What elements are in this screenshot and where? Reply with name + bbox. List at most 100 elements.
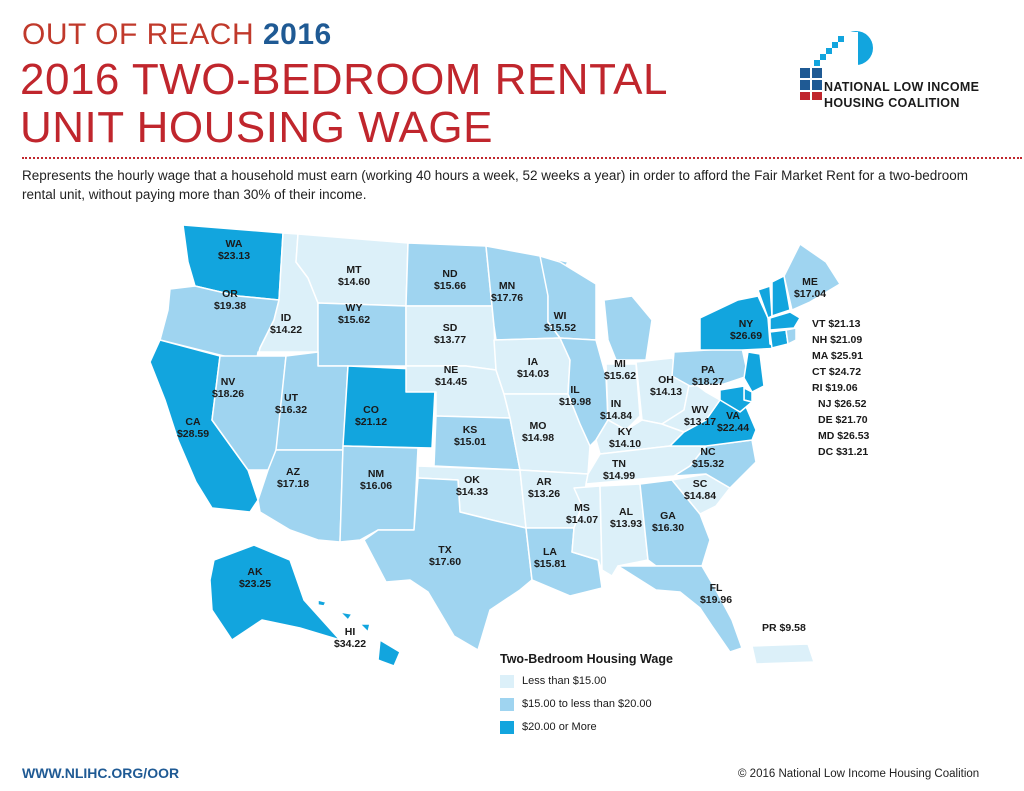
state-label-ak: AK $23.25 (231, 566, 279, 590)
kicker-title: OUT OF REACH 2016 (22, 18, 332, 51)
state-ma (769, 311, 801, 331)
legend-swatch-mid (500, 697, 514, 711)
state-code: MN (498, 280, 516, 292)
state-label-ia: IA $14.03 (509, 356, 557, 380)
state-code: SD (442, 322, 458, 334)
state-code: NC (700, 446, 716, 458)
state-wage: $22.44 (716, 422, 750, 434)
side-label-ma: MA $25.91 (812, 350, 863, 362)
state-wage: $15.62 (337, 314, 371, 326)
state-code: ND (442, 268, 458, 280)
state-nh (771, 275, 791, 317)
state-wage: $14.33 (455, 486, 489, 498)
state-label-fl: FL $19.96 (692, 582, 740, 606)
state-ri (785, 327, 797, 345)
state-wage: $15.01 (453, 436, 487, 448)
title-line-2: UNIT HOUSING WAGE (20, 103, 493, 152)
state-ct (769, 329, 789, 349)
state-pr (751, 643, 815, 665)
state-label-pa: PA $18.27 (684, 364, 732, 388)
state-wage: $13.93 (609, 518, 643, 530)
state-wage: $14.99 (602, 470, 636, 482)
state-code: MS (574, 502, 590, 514)
state-wage: $15.32 (691, 458, 725, 470)
state-code: WI (553, 310, 567, 322)
state-label-mi: MI $15.62 (596, 358, 644, 382)
state-label-wy: WY $15.62 (330, 302, 378, 326)
state-code: AR (536, 476, 552, 488)
state-code: AL (619, 506, 633, 518)
state-wage: $14.10 (608, 438, 642, 450)
state-fl (617, 565, 743, 653)
state-wage: $23.13 (217, 250, 251, 262)
state-label-ne: NE $14.45 (427, 364, 475, 388)
state-code: MT (346, 264, 362, 276)
state-label-ca: CA $28.59 (169, 416, 217, 440)
state-label-al: AL $13.93 (602, 506, 650, 530)
state-wage: $16.32 (274, 404, 308, 416)
legend-title: Two-Bedroom Housing Wage (500, 652, 673, 666)
state-wage: $14.07 (565, 514, 599, 526)
state-label-sc: SC $14.84 (676, 478, 724, 502)
state-wage: $16.30 (651, 522, 685, 534)
state-wage: $14.98 (521, 432, 555, 444)
state-wage: $14.60 (337, 276, 371, 288)
state-label-nv: NV $18.26 (204, 376, 252, 400)
state-wage: $15.66 (433, 280, 467, 292)
state-me (783, 243, 841, 311)
state-nj (743, 351, 765, 393)
state-wage: $17.60 (428, 556, 462, 568)
state-code: ME (802, 276, 818, 288)
side-label-md: MD $26.53 (818, 430, 870, 442)
state-label-wi: WI $15.52 (536, 310, 584, 334)
state-label-nm: NM $16.06 (352, 468, 400, 492)
title-line-1: 2016 TWO-BEDROOM RENTAL (20, 55, 668, 104)
state-code: UT (284, 392, 298, 404)
state-label-co: CO $21.12 (347, 404, 395, 428)
state-label-ny: NY $26.69 (722, 318, 770, 342)
state-wage: $17.04 (793, 288, 827, 300)
state-wage: $21.12 (354, 416, 388, 428)
state-label-ar: AR $13.26 (520, 476, 568, 500)
state-wage: $23.25 (238, 578, 272, 590)
state-label-nc: NC $15.32 (684, 446, 732, 470)
state-label-mn: MN $17.76 (483, 280, 531, 304)
state-label-nd: ND $15.66 (426, 268, 474, 292)
state-code: WV (691, 404, 709, 416)
state-wage: $14.22 (269, 324, 303, 336)
side-label-nj: NJ $26.52 (818, 398, 867, 410)
state-label-wv: WV $13.17 (676, 404, 724, 428)
state-label-hi: HI $34.22 (326, 626, 374, 650)
legend: Two-Bedroom Housing Wage Less than $15.0… (500, 652, 673, 743)
state-wage: $13.17 (683, 416, 717, 428)
state-nm (339, 445, 419, 543)
state-az (257, 449, 344, 543)
state-wage: $18.26 (211, 388, 245, 400)
state-wage: $17.76 (490, 292, 524, 304)
state-code: KY (617, 426, 633, 438)
side-label-ri: RI $19.06 (812, 382, 858, 394)
state-code: WY (345, 302, 363, 314)
state-wage: $15.81 (533, 558, 567, 570)
state-wage: $14.03 (516, 368, 550, 380)
side-label-vt: VT $21.13 (812, 318, 861, 330)
state-label-la: LA $15.81 (526, 546, 574, 570)
state-label-wa: WA $23.13 (210, 238, 258, 262)
state-label-ms: MS $14.07 (558, 502, 606, 526)
state-code: NE (443, 364, 459, 376)
state-code: SC (692, 478, 708, 490)
state-label-il: IL $19.98 (551, 384, 599, 408)
page-title: 2016 TWO-BEDROOM RENTAL UNIT HOUSING WAG… (20, 56, 668, 152)
state-wage: $19.38 (213, 300, 247, 312)
state-hi (317, 599, 401, 667)
state-wage: $28.59 (176, 428, 210, 440)
state-wage: $14.45 (434, 376, 468, 388)
state-code: NM (367, 468, 385, 480)
state-code: IN (610, 398, 622, 410)
state-md (719, 385, 753, 413)
state-code: GA (660, 510, 676, 522)
website-link[interactable]: WWW.NLIHC.ORG/OOR (22, 765, 180, 781)
state-code: TX (438, 544, 452, 556)
state-label-oh: OH $14.13 (642, 374, 690, 398)
